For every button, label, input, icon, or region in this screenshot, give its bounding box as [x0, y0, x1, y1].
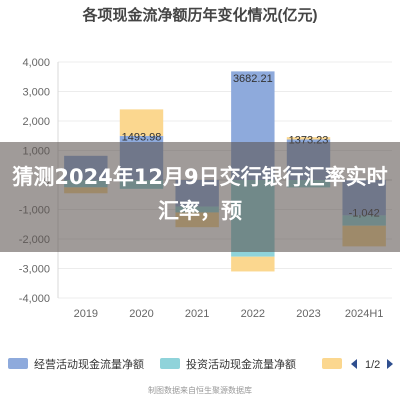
legend: 经营活动现金流量净额 投资活动现金流量净额 1/2 [8, 357, 393, 371]
x-tick-label: 2023 [296, 308, 320, 320]
x-tick-label: 2021 [185, 308, 209, 320]
legend-page-indicator: 1/2 [365, 359, 380, 371]
legend-swatch [8, 358, 28, 369]
legend-label: 经营活动现金流量净额 [34, 357, 144, 371]
legend-label: 投资活动现金流量净额 [186, 357, 296, 371]
watermark: 制图数据来自恒生聚源数据库 [148, 385, 252, 395]
x-tick-label: 2020 [129, 308, 153, 320]
legend-swatch [322, 358, 342, 369]
y-tick-label: 2,000 [22, 116, 50, 128]
legend-prev-icon[interactable] [351, 359, 357, 369]
y-tick-label: 4,000 [22, 57, 50, 69]
y-tick-label: -3,000 [19, 264, 50, 276]
x-tick-label: 2019 [74, 308, 98, 320]
bar-segment [286, 137, 331, 140]
headline-banner: 猜测2024年12月9日交行银行汇率实时汇率，预 [0, 142, 400, 252]
bar-segment [119, 109, 164, 136]
x-tick-label: 2024H1 [345, 308, 384, 320]
y-tick-label: -4,000 [19, 293, 50, 305]
y-tick-label: 3,000 [22, 87, 50, 99]
data-label: 1493.98 [122, 131, 162, 143]
legend-next-icon[interactable] [387, 359, 393, 369]
data-label: 3682.21 [233, 73, 273, 85]
x-axis: 2019 2020 2021 2022 2023 2024H1 [74, 308, 384, 320]
x-tick-label: 2022 [241, 308, 265, 320]
legend-swatch [160, 358, 180, 369]
headline-text: 猜测2024年12月9日交行银行汇率实时汇率，预 [12, 165, 388, 223]
bar-segment [231, 256, 275, 272]
chart-title: 各项现金流净额历年变化情况(亿元) [82, 6, 318, 24]
